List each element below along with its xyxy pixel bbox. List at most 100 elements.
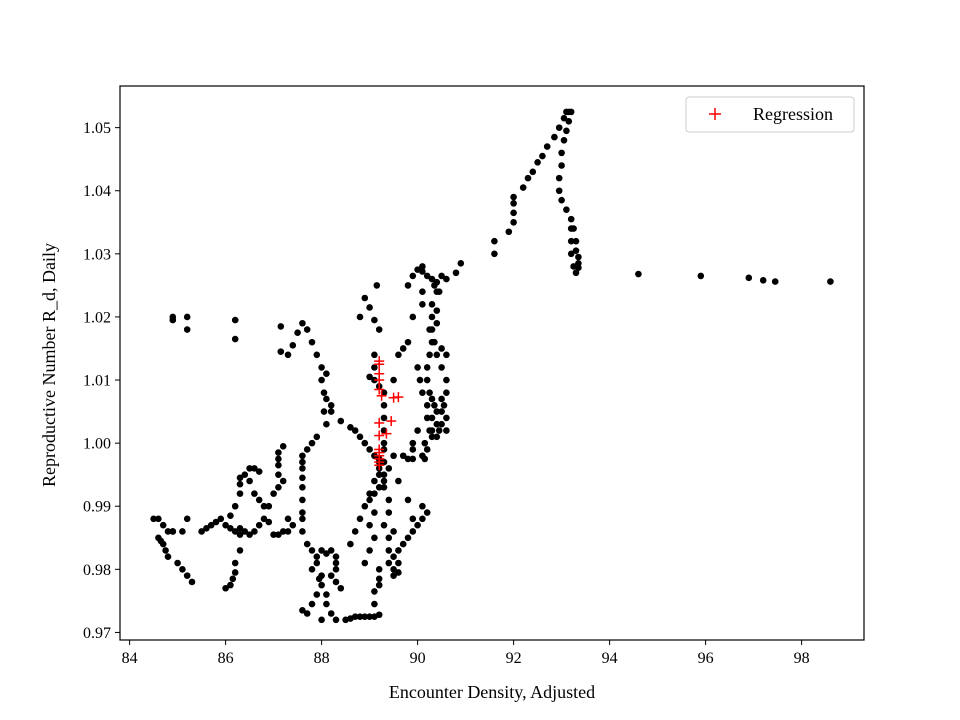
- data-point: [351, 528, 359, 535]
- data-point: [251, 528, 258, 535]
- regression-point: [374, 359, 385, 370]
- data-point: [356, 515, 364, 523]
- data-point: [419, 263, 426, 270]
- data-point: [423, 272, 431, 280]
- data-point: [555, 174, 563, 182]
- legend: Regression: [685, 96, 855, 133]
- data-points: [150, 108, 834, 624]
- data-point: [419, 301, 426, 308]
- data-point: [361, 294, 369, 302]
- data-point: [558, 149, 565, 157]
- data-point: [416, 376, 424, 384]
- data-point: [385, 559, 393, 567]
- data-point: [169, 528, 177, 535]
- data-point: [275, 455, 282, 463]
- data-point: [332, 559, 340, 567]
- data-point: [414, 427, 421, 434]
- data-point: [395, 559, 402, 567]
- data-point: [390, 572, 397, 579]
- data-point: [404, 496, 412, 504]
- data-point: [563, 127, 570, 135]
- data-point: [419, 288, 426, 295]
- data-point: [299, 319, 306, 327]
- y-tick-label: 0.97: [83, 625, 111, 642]
- data-point: [299, 474, 306, 482]
- axis-ticks: 84 86 88 90 92 94 96 98 0.97 0.98 0.99 1.00 1.01 1.02…: [83, 120, 810, 667]
- data-point: [279, 442, 287, 450]
- data-point: [260, 515, 268, 523]
- data-point: [323, 395, 330, 403]
- data-point: [380, 484, 388, 491]
- data-point: [246, 465, 253, 472]
- data-point: [433, 433, 441, 441]
- data-point: [188, 578, 196, 586]
- data-point: [332, 566, 340, 573]
- data-point: [524, 174, 532, 182]
- data-point: [404, 338, 412, 346]
- data-point: [323, 420, 330, 428]
- data-point: [323, 591, 330, 598]
- data-point: [385, 509, 393, 516]
- data-point: [337, 584, 345, 592]
- x-tick-label: 84: [122, 650, 138, 667]
- data-point: [572, 269, 580, 277]
- data-point: [255, 521, 263, 529]
- data-point: [366, 496, 373, 504]
- data-point: [375, 581, 383, 589]
- x-tick-label: 90: [410, 650, 426, 667]
- data-point: [395, 547, 402, 554]
- data-point: [356, 613, 364, 620]
- data-point: [423, 509, 431, 516]
- data-point: [150, 515, 157, 523]
- regression-point: [374, 430, 385, 441]
- data-point: [361, 559, 369, 567]
- data-point: [270, 531, 277, 538]
- data-point: [380, 471, 388, 478]
- data-point: [539, 152, 546, 160]
- data-point: [351, 613, 359, 620]
- data-point: [555, 187, 563, 195]
- data-point: [198, 528, 205, 535]
- data-point: [318, 376, 325, 384]
- data-point: [491, 237, 498, 245]
- data-point: [433, 319, 441, 327]
- data-point: [375, 471, 383, 478]
- data-point: [164, 528, 172, 535]
- data-point: [395, 569, 402, 576]
- data-point: [440, 401, 448, 409]
- data-point: [428, 326, 436, 333]
- data-point: [279, 477, 287, 485]
- data-point: [366, 547, 373, 554]
- data-point: [236, 480, 244, 488]
- data-point: [371, 509, 378, 516]
- data-point: [356, 313, 364, 321]
- data-point: [438, 395, 445, 403]
- data-point: [366, 304, 373, 311]
- data-point: [443, 376, 450, 384]
- data-point: [426, 389, 433, 396]
- data-point: [275, 471, 282, 478]
- data-point: [771, 278, 779, 285]
- data-point: [164, 553, 172, 561]
- data-point: [635, 270, 642, 278]
- regression-point: [381, 428, 392, 439]
- data-point: [275, 449, 282, 456]
- data-point: [303, 540, 311, 548]
- data-point: [745, 274, 753, 282]
- data-point: [428, 301, 436, 308]
- data-point: [428, 313, 436, 321]
- data-point: [428, 275, 436, 283]
- data-point: [759, 277, 767, 284]
- data-point: [395, 351, 402, 359]
- data-point: [332, 578, 340, 586]
- regression-point: [376, 390, 387, 401]
- data-point: [203, 525, 210, 532]
- data-point: [318, 547, 325, 554]
- data-point: [332, 553, 340, 561]
- data-point: [414, 521, 421, 529]
- data-point: [227, 525, 234, 532]
- data-point: [431, 282, 438, 289]
- y-tick-label: 1.04: [83, 183, 111, 200]
- regression-point: [374, 417, 385, 428]
- data-point: [289, 342, 297, 349]
